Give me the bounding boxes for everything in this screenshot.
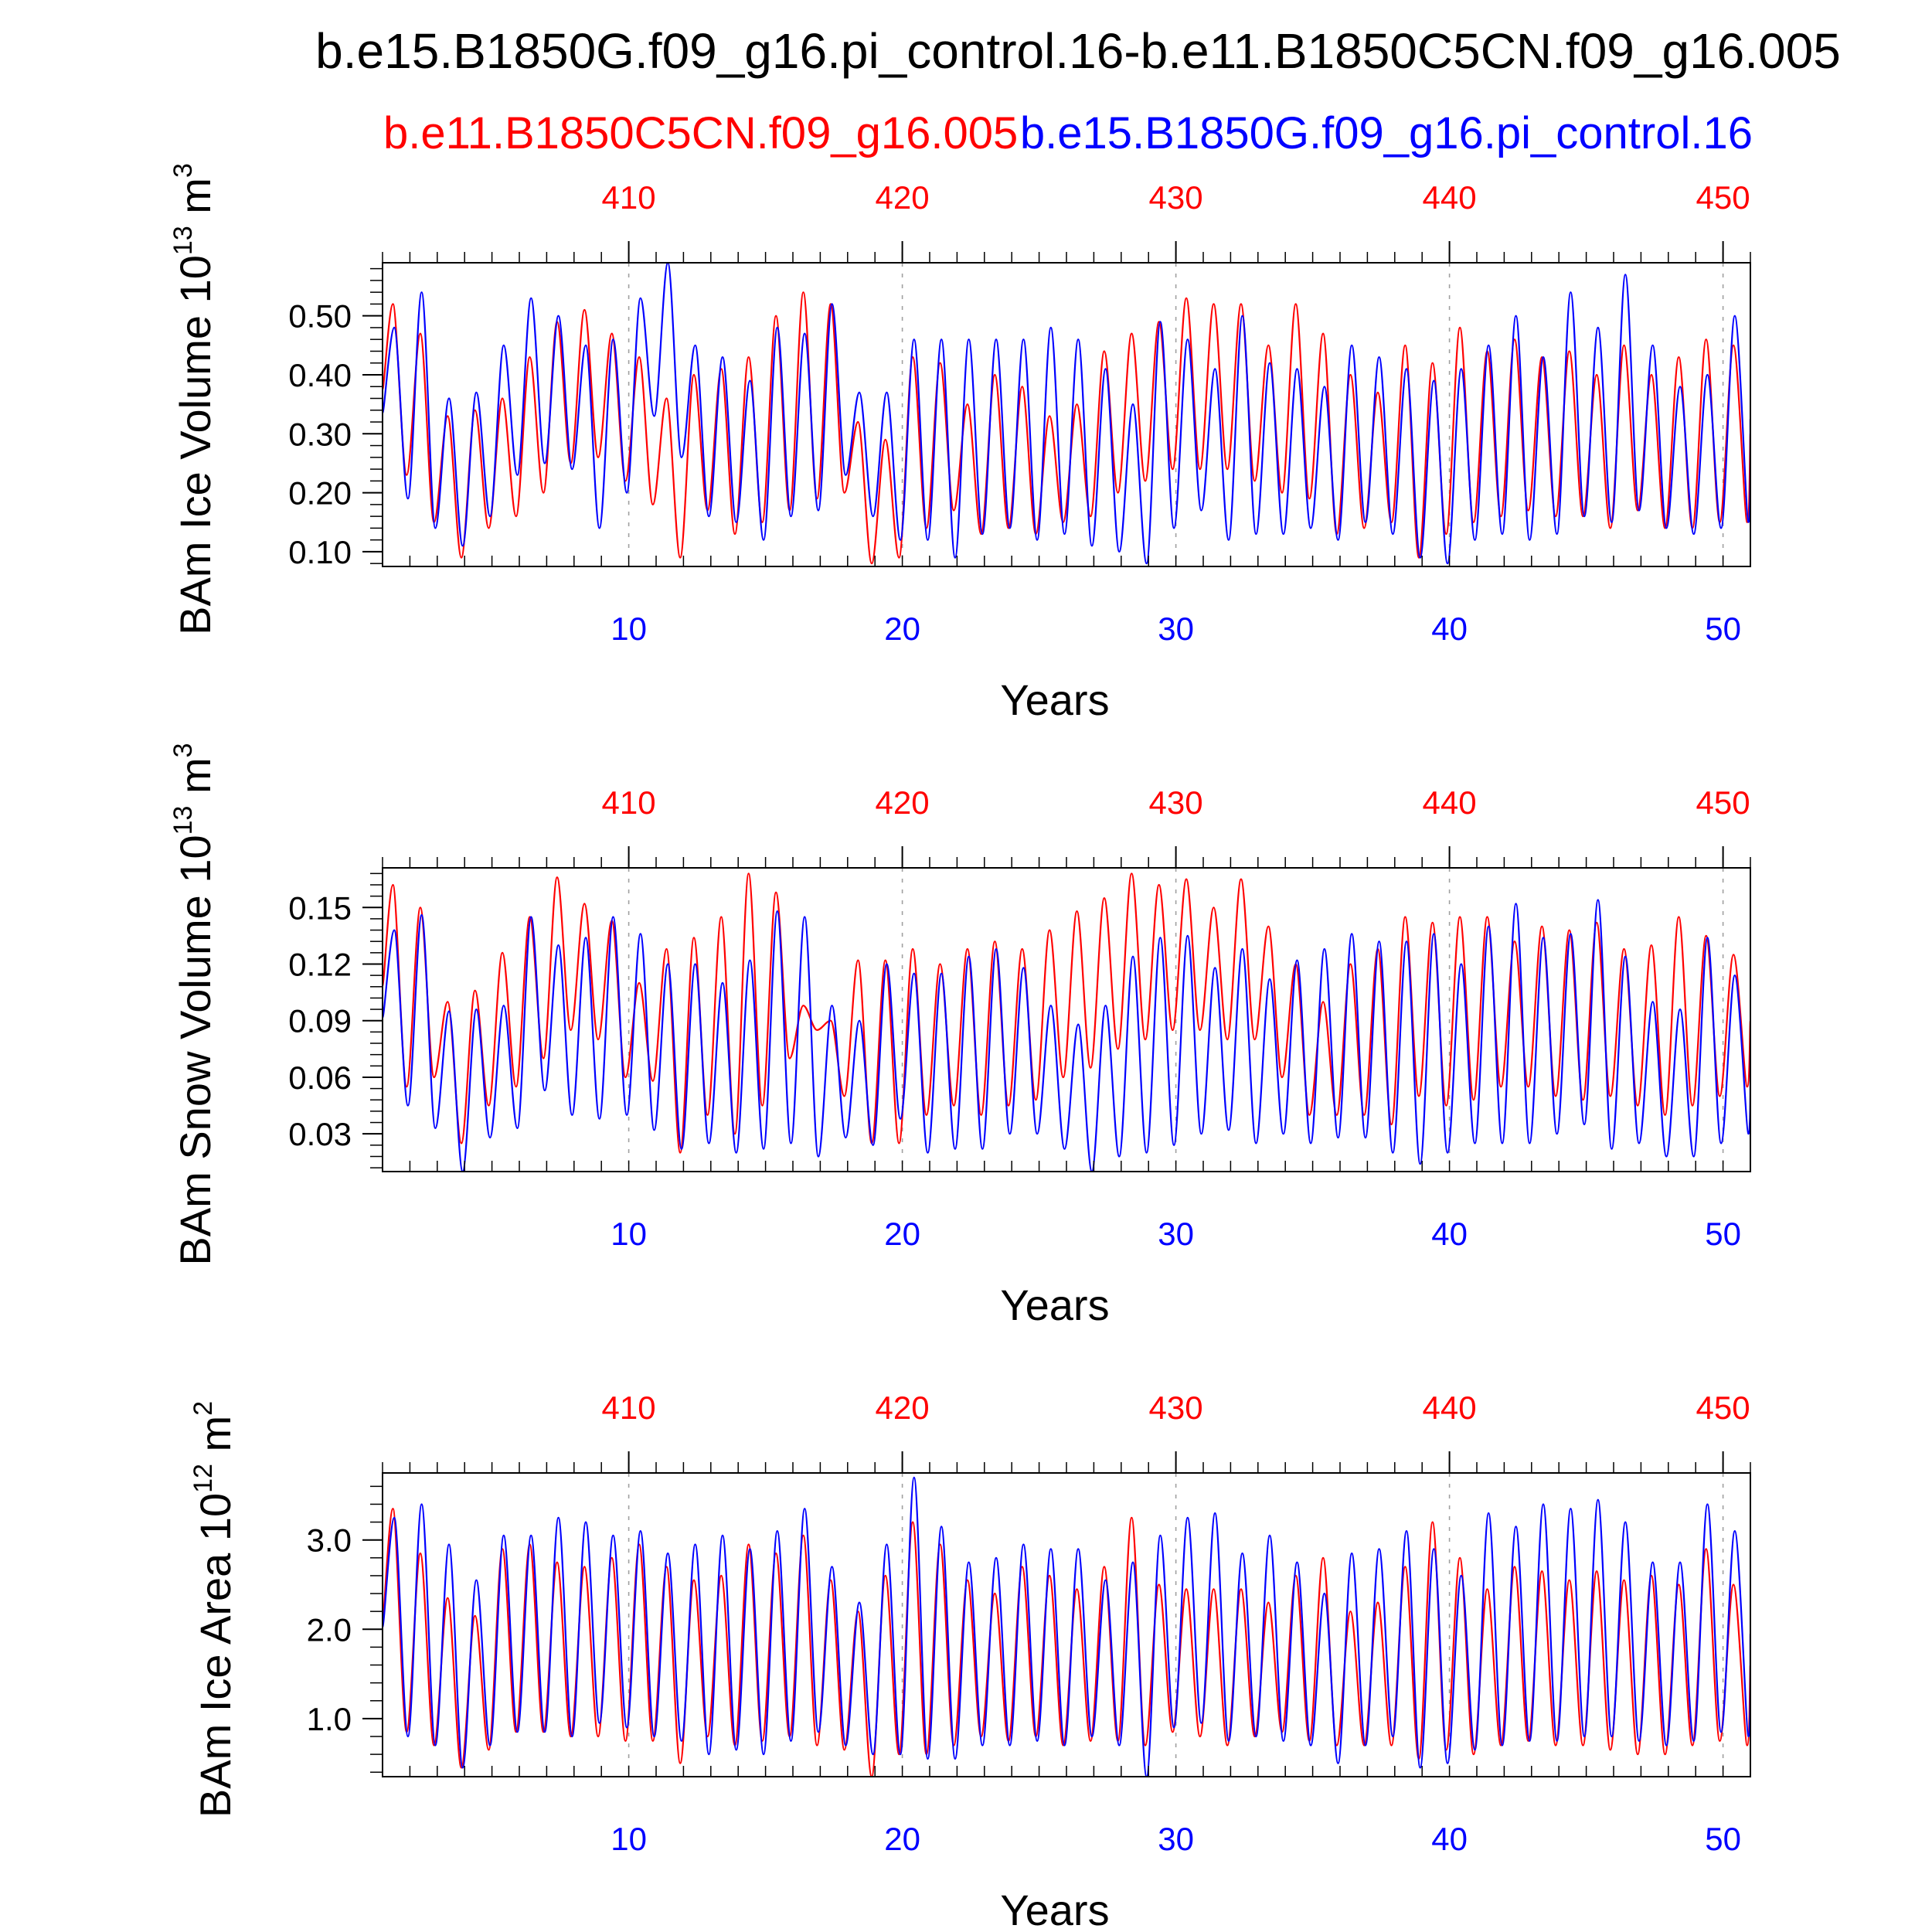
- y-tick-label: 0.50: [288, 298, 352, 335]
- plot-frame: [382, 867, 1751, 1172]
- legend-series-a: b.e11.B1850C5CN.f09_g16.005: [383, 108, 1018, 158]
- x-tick-label-top: 430: [1149, 1389, 1203, 1426]
- y-axis-label: BAm Ice Area 1012 m2: [189, 1401, 240, 1818]
- x-tick-label-bottom: 10: [611, 1216, 647, 1252]
- x-tick-label-bottom: 10: [611, 1821, 647, 1857]
- x-tick-label-bottom: 20: [884, 1821, 920, 1857]
- x-tick-label-bottom: 30: [1158, 1216, 1194, 1252]
- x-tick-label-bottom: 30: [1158, 611, 1194, 647]
- x-tick-label-top: 420: [876, 784, 930, 821]
- panel-2: 0.03 0.06 0.09 0.12 0.15 10 410 20 420 30 430 40 440…: [168, 743, 1751, 1329]
- series-line-a: [383, 872, 1750, 1154]
- y-tick-label: 2.0: [307, 1611, 352, 1648]
- figure-title: b.e15.B1850G.f09_g16.pi_control.16-b.e11…: [315, 23, 1841, 79]
- y-tick-label: 1.0: [307, 1701, 352, 1737]
- x-tick-label-top: 420: [876, 179, 930, 216]
- x-tick-label-bottom: 50: [1705, 611, 1741, 647]
- x-tick-label-top: 430: [1149, 784, 1203, 821]
- x-tick-label-top: 410: [602, 179, 656, 216]
- x-tick-label-bottom: 40: [1431, 1821, 1468, 1857]
- y-axis-label: BAm Ice Volume 1013 m3: [168, 163, 219, 635]
- x-tick-label-top: 430: [1149, 179, 1203, 216]
- x-axis-label: Years: [1000, 1886, 1109, 1932]
- series-line-b: [383, 1476, 1750, 1777]
- x-axis-label: Years: [1000, 1281, 1109, 1329]
- x-tick-label-top: 410: [602, 784, 656, 821]
- x-tick-label-top: 440: [1423, 784, 1477, 821]
- y-tick-label: 0.09: [288, 1003, 352, 1039]
- series-line-b: [383, 263, 1750, 565]
- x-tick-label-top: 450: [1696, 784, 1750, 821]
- x-tick-label-bottom: 10: [611, 611, 647, 647]
- y-tick-label: 0.12: [288, 946, 352, 982]
- y-tick-label: 3.0: [307, 1522, 352, 1559]
- y-tick-label: 0.30: [288, 416, 352, 452]
- y-tick-label: 0.06: [288, 1060, 352, 1096]
- x-tick-label-bottom: 40: [1431, 611, 1468, 647]
- x-tick-label-top: 450: [1696, 1389, 1750, 1426]
- panel-1: 0.10 0.20 0.30 0.40 0.50 10 410 20 420 30 430 40 440…: [168, 163, 1751, 724]
- x-tick-label-bottom: 20: [884, 1216, 920, 1252]
- x-tick-label-bottom: 50: [1705, 1821, 1741, 1857]
- legend-series-b: b.e15.B1850G.f09_g16.pi_control.16: [1020, 108, 1753, 158]
- y-tick-label: 0.20: [288, 475, 352, 512]
- x-tick-label-top: 420: [876, 1389, 930, 1426]
- y-tick-label: 0.15: [288, 889, 352, 926]
- panels: 0.10 0.20 0.30 0.40 0.50 10 410 20 420 30 430 40 440…: [168, 163, 1751, 1932]
- y-axis-label: BAm Snow Volume 1013 m3: [168, 743, 219, 1265]
- x-tick-label-bottom: 50: [1705, 1216, 1741, 1252]
- x-axis-label: Years: [1000, 675, 1109, 724]
- x-tick-label-top: 410: [602, 1389, 656, 1426]
- y-tick-label: 0.40: [288, 357, 352, 393]
- x-tick-label-bottom: 40: [1431, 1216, 1468, 1252]
- x-tick-label-top: 440: [1423, 179, 1477, 216]
- panel-3: 1.0 2.0 3.0 10 410 20 420 30 430 40 440 50 450 Years B…: [189, 1389, 1751, 1932]
- y-tick-label: 0.10: [288, 534, 352, 570]
- x-tick-label-top: 450: [1696, 179, 1750, 216]
- series-line-b: [383, 899, 1750, 1172]
- x-tick-label-bottom: 30: [1158, 1821, 1194, 1857]
- x-tick-label-bottom: 20: [884, 611, 920, 647]
- y-tick-label: 0.03: [288, 1116, 352, 1152]
- x-tick-label-top: 440: [1423, 1389, 1477, 1426]
